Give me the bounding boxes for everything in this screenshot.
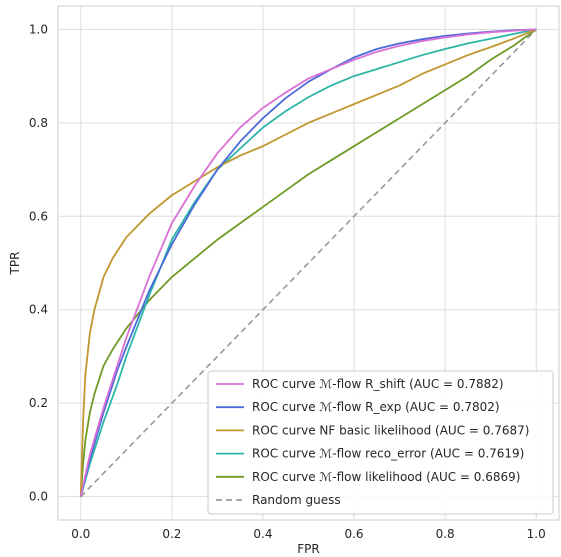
legend-entry: ROC curve ℳ-flow R_exp (AUC = 0.7802) — [252, 400, 500, 414]
x-tick-label: 0.2 — [162, 527, 181, 541]
x-tick-label: 0.8 — [436, 527, 455, 541]
series-line-0 — [79, 28, 537, 497]
series-line-3 — [79, 28, 537, 497]
y-ticks: 0.0 0.2 0.4 0.6 0.8 1.0 — [29, 22, 48, 503]
series-line-2 — [79, 28, 537, 497]
y-tick-label: 1.0 — [29, 22, 48, 36]
x-tick-label: 1.0 — [527, 527, 546, 541]
legend-entry: ROC curve ℳ-flow R_shift (AUC = 0.7882) — [252, 377, 504, 391]
y-axis-label: TPR — [8, 252, 22, 276]
series-line-1 — [79, 28, 537, 497]
series-line-4 — [79, 28, 537, 497]
y-tick-label: 0.4 — [29, 303, 48, 317]
series-line-5 — [80, 28, 537, 498]
x-tick-label: 0.4 — [253, 527, 272, 541]
x-axis-label: FPR — [297, 542, 319, 556]
legend-box — [207, 370, 554, 515]
y-tick-label: 0.0 — [29, 490, 48, 504]
x-ticks: 0.0 0.2 0.4 0.6 0.8 1.0 — [71, 527, 546, 541]
y-tick-label: 0.2 — [29, 396, 48, 410]
y-tick-label: 0.6 — [29, 209, 48, 223]
legend-entry: Random guess — [252, 493, 341, 507]
legend-entry: ROC curve NF basic likelihood (AUC = 0.7… — [252, 423, 529, 437]
x-tick-label: 0.6 — [344, 527, 363, 541]
y-tick-label: 0.8 — [29, 116, 48, 130]
x-tick-label: 0.0 — [71, 527, 90, 541]
legend: ROC curve ℳ-flow R_shift (AUC = 0.7882) R… — [207, 370, 554, 515]
legend-entry: ROC curve ℳ-flow reco_error (AUC = 0.761… — [252, 447, 524, 461]
legend-entry: ROC curve ℳ-flow likelihood (AUC = 0.686… — [252, 470, 520, 484]
curves — [79, 28, 537, 498]
